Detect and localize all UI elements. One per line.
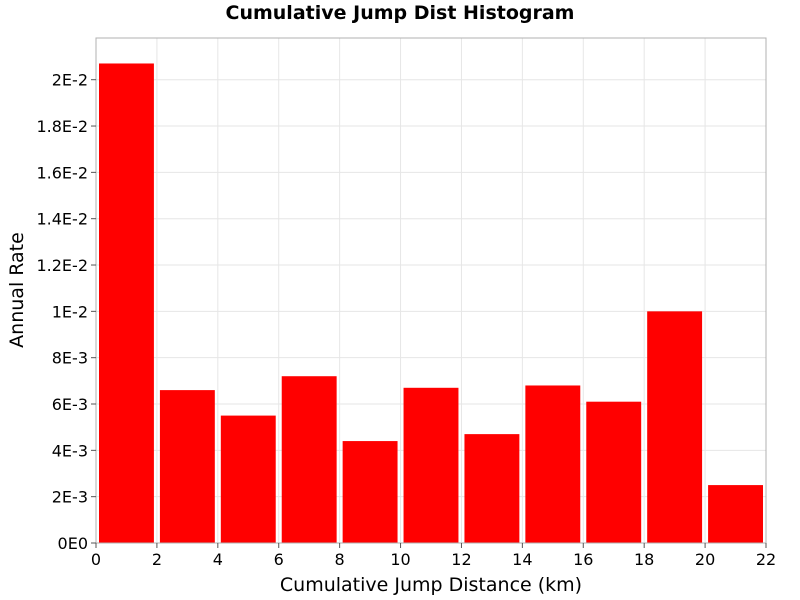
x-tick-label: 4: [213, 550, 223, 569]
x-tick-label: 22: [756, 550, 776, 569]
x-tick-label: 14: [512, 550, 532, 569]
y-axis-ticks: 0E0 2E-3 4E-3 6E-3 8E-3 1E-2 1.2E-2 1.4E-2 1.6E-…: [36, 71, 96, 553]
x-tick-label: 20: [695, 550, 715, 569]
x-tick-label: 18: [634, 550, 654, 569]
bar: [159, 390, 215, 543]
y-tick-label: 2E-2: [52, 71, 88, 90]
bar: [342, 441, 398, 543]
x-tick-label: 6: [274, 550, 284, 569]
x-axis-ticks: 0 2 4 6 8 10 12 14 16 18 20 22: [91, 543, 776, 569]
y-tick-label: 6E-3: [52, 395, 88, 414]
y-tick-label: 4E-3: [52, 441, 88, 460]
x-tick-label: 8: [335, 550, 345, 569]
bar: [525, 385, 581, 543]
bars: [99, 63, 763, 543]
y-tick-label: 8E-3: [52, 349, 88, 368]
bar: [403, 387, 459, 543]
y-tick-label: 1.8E-2: [36, 117, 88, 136]
y-tick-label: 1.4E-2: [36, 210, 88, 229]
plot-frame: [95, 37, 767, 544]
bar: [220, 415, 276, 543]
y-tick-label: 0E0: [58, 534, 88, 553]
x-tick-label: 16: [573, 550, 593, 569]
y-tick-label: 1.2E-2: [36, 256, 88, 275]
bar: [464, 434, 520, 543]
y-tick-label: 1E-2: [52, 302, 88, 321]
bar: [99, 63, 154, 543]
bar: [586, 401, 642, 543]
x-tick-label: 10: [390, 550, 410, 569]
chart-title: Cumulative Jump Dist Histogram: [225, 2, 575, 24]
y-axis-label: Annual Rate: [6, 232, 28, 348]
y-tick-label: 2E-3: [52, 488, 88, 507]
x-tick-label: 0: [91, 550, 101, 569]
bar: [708, 485, 763, 543]
bar: [281, 376, 337, 543]
x-tick-label: 12: [451, 550, 471, 569]
y-tick-label: 1.6E-2: [36, 163, 88, 182]
bar: [647, 311, 703, 543]
x-tick-label: 2: [152, 550, 162, 569]
x-axis-label: Cumulative Jump Distance (km): [280, 574, 582, 596]
